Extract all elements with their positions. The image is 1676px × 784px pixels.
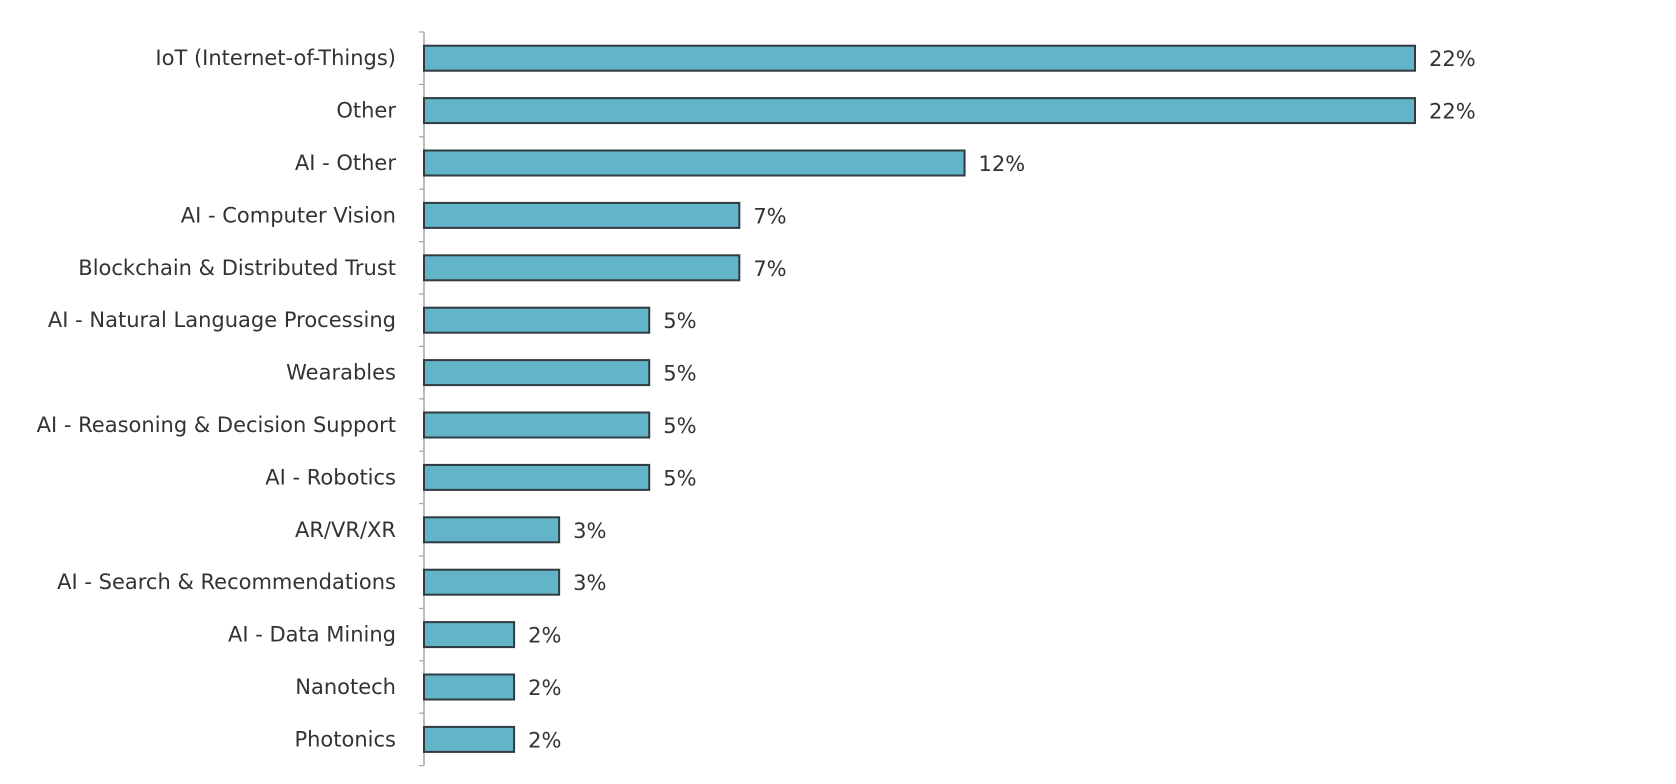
bar <box>423 306 651 334</box>
category-label: Nanotech <box>295 675 396 699</box>
value-label: 22% <box>1429 47 1476 71</box>
bar <box>423 725 516 753</box>
y-axis <box>419 31 425 767</box>
value-label: 3% <box>573 571 606 595</box>
category-label: AI - Search & Recommendations <box>57 570 396 594</box>
category-label: Wearables <box>286 361 396 385</box>
category-label: AI - Robotics <box>265 465 396 489</box>
category-label: AI - Natural Language Processing <box>48 308 396 332</box>
value-label: 3% <box>573 519 606 543</box>
value-labels: 22% 22% 12% 7% 7% 5% 5% 5% 5% 3% 3% 2% 2% 2% <box>528 47 1476 752</box>
bar <box>423 97 1416 125</box>
bar <box>423 44 1416 72</box>
bars <box>423 44 1416 753</box>
category-label: IoT (Internet-of-Things) <box>155 46 396 70</box>
value-label: 7% <box>753 204 786 228</box>
bar <box>423 201 741 229</box>
value-label: 5% <box>663 362 696 386</box>
value-label: 5% <box>663 309 696 333</box>
category-labels: IoT (Internet-of-Things) Other AI - Other A… <box>37 46 397 751</box>
value-label: 2% <box>528 624 561 648</box>
value-label: 2% <box>528 728 561 752</box>
bar <box>423 516 561 544</box>
bar <box>423 673 516 701</box>
value-label: 5% <box>663 414 696 438</box>
category-label: AI - Other <box>295 151 396 175</box>
category-label: AI - Reasoning & Decision Support <box>37 413 396 437</box>
bar <box>423 359 651 387</box>
value-label: 12% <box>979 152 1026 176</box>
value-label: 7% <box>753 257 786 281</box>
value-label: 2% <box>528 676 561 700</box>
bar <box>423 568 561 596</box>
category-label: Blockchain & Distributed Trust <box>78 256 396 280</box>
category-label: AI - Computer Vision <box>181 203 396 227</box>
category-label: Other <box>336 99 396 123</box>
bar <box>423 621 516 649</box>
category-label: Photonics <box>294 727 396 751</box>
bar <box>423 411 651 439</box>
bar <box>423 149 966 177</box>
category-label: AI - Data Mining <box>228 623 396 647</box>
category-label: AR/VR/XR <box>295 518 396 542</box>
value-label: 5% <box>663 466 696 490</box>
bar <box>423 463 651 491</box>
bar <box>423 254 741 282</box>
value-label: 22% <box>1429 100 1476 124</box>
